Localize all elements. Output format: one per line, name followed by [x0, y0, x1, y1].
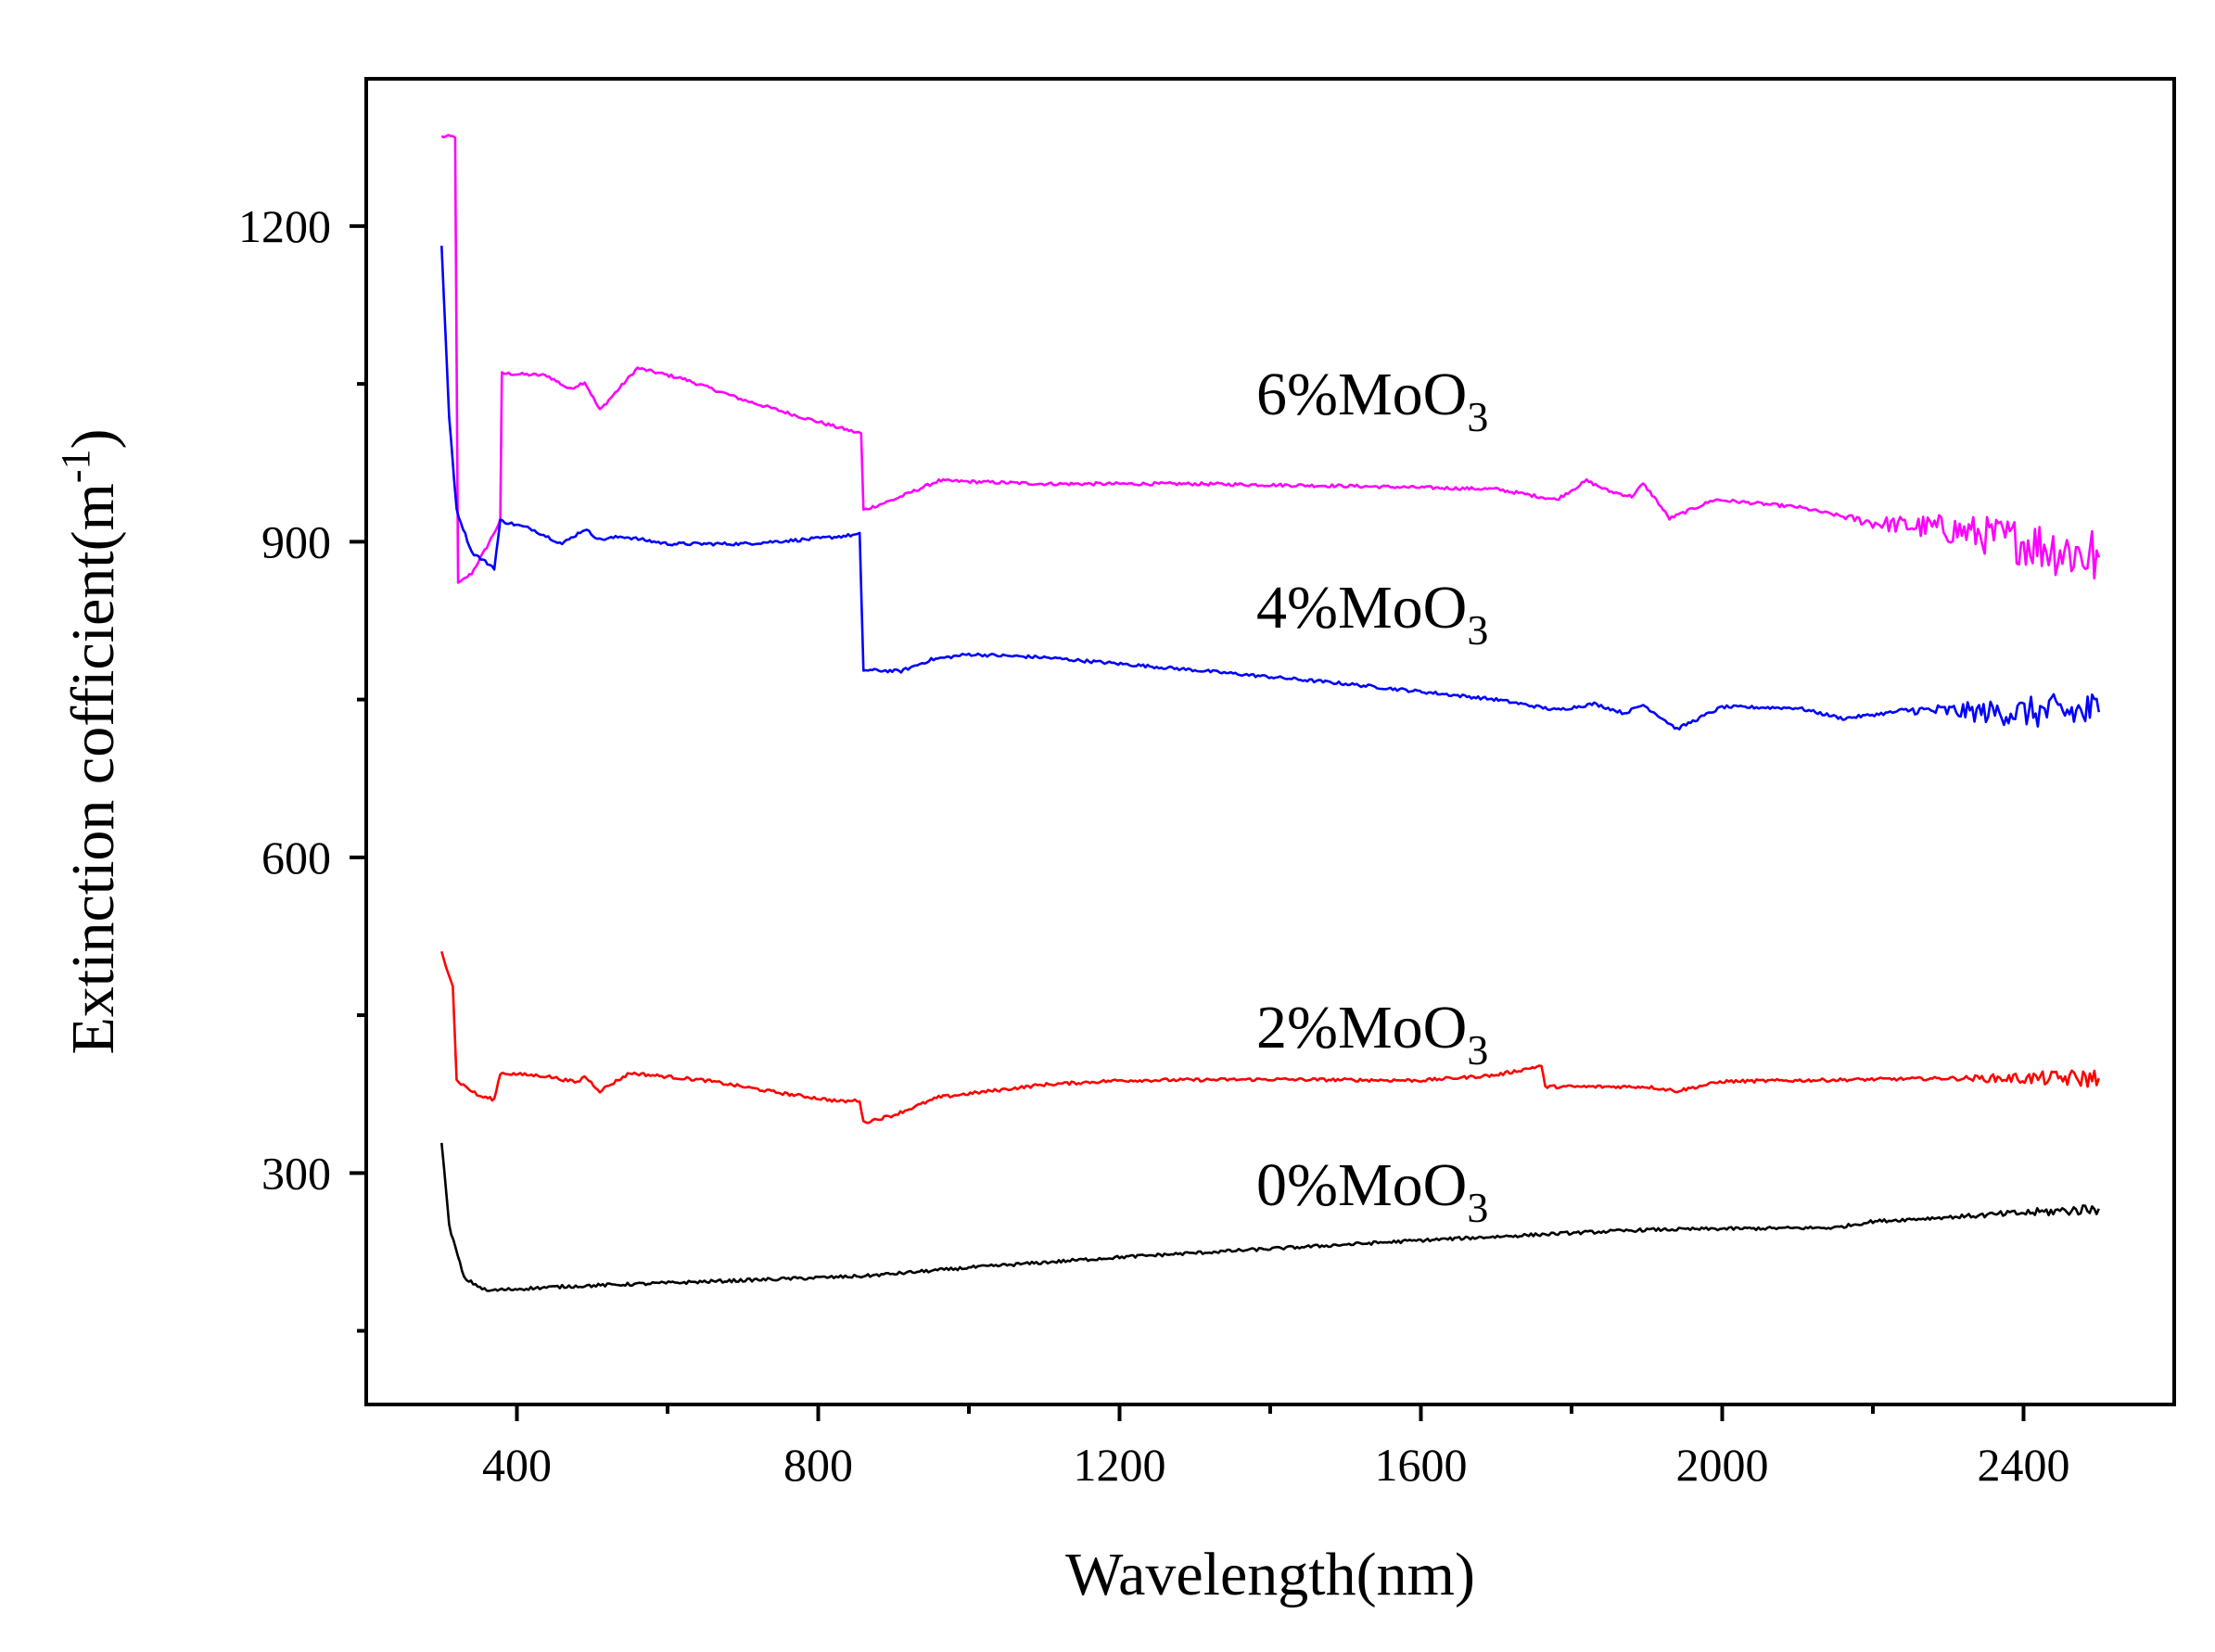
- series-line-2pct-moo3: [440, 950, 2101, 1125]
- series-layer: [440, 133, 2101, 1292]
- y-axis-title-sup: -1: [53, 449, 98, 483]
- series-label-2pct-moo3: 2%MoO3: [1256, 994, 1488, 1074]
- svg-text:Extinction cofficient(m-1): Extinction cofficient(m-1): [53, 428, 127, 1054]
- x-tick-label: 400: [482, 1439, 552, 1491]
- series-label-4pct-moo3: 4%MoO3: [1256, 574, 1488, 654]
- y-axis-title-close: ): [59, 428, 127, 449]
- x-axis-title: Wavelength(nm): [1065, 1541, 1475, 1608]
- series-label-0pct-moo3: 0%MoO3: [1256, 1151, 1488, 1231]
- axis-tick-labels: 400 800 1200 1600 2000 2400 300 600 900 1200: [238, 200, 2070, 1491]
- series-label-base: 6%MoO: [1256, 361, 1467, 428]
- series-label-base: 2%MoO: [1256, 994, 1467, 1061]
- x-tick-label: 2000: [1676, 1439, 1769, 1491]
- series-line-4pct-moo3: [440, 246, 2101, 731]
- series-label-sub: 3: [1467, 606, 1488, 654]
- series-label-sub: 3: [1467, 1184, 1488, 1231]
- y-tick-label: 1200: [238, 200, 331, 252]
- series-label-sub: 3: [1467, 1026, 1488, 1074]
- x-tick-label: 1600: [1375, 1439, 1468, 1491]
- y-tick-label: 900: [261, 515, 331, 567]
- y-tick-label: 300: [261, 1147, 331, 1199]
- x-tick-label: 2400: [1978, 1439, 2070, 1491]
- series-label-base: 4%MoO: [1256, 574, 1467, 642]
- series-label-6pct-moo3: 6%MoO3: [1256, 361, 1488, 440]
- y-tick-label: 600: [261, 832, 331, 883]
- x-tick-label: 1200: [1074, 1439, 1166, 1491]
- y-axis-title-main: Extinction cofficient(m: [59, 483, 127, 1054]
- series-label-base: 0%MoO: [1256, 1151, 1467, 1219]
- series-line-0pct-moo3: [440, 1142, 2100, 1292]
- series-label-sub: 3: [1467, 393, 1488, 440]
- x-tick-label: 800: [783, 1439, 853, 1491]
- series-line-6pct-moo3: [440, 133, 2101, 584]
- y-axis-title: Extinction cofficient(m-1): [53, 428, 127, 1054]
- axis-ticks: [350, 223, 2026, 1421]
